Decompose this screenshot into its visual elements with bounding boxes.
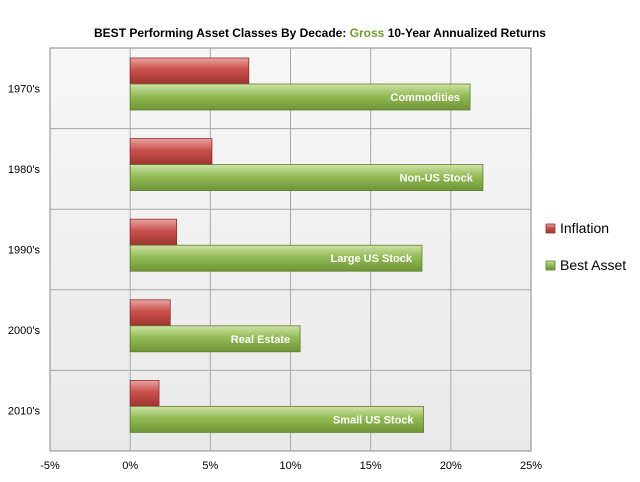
legend-swatch-inflation xyxy=(545,223,556,234)
legend-swatch-best-asset xyxy=(545,260,556,271)
bar-best-asset xyxy=(129,325,301,353)
category-label: 1980's xyxy=(8,164,41,176)
bar-label: Small US Stock xyxy=(333,414,415,426)
chart-title: BEST Performing Asset Classes By Decade:… xyxy=(94,26,546,40)
category-gridlines xyxy=(50,128,531,371)
category-label: 2010's xyxy=(8,406,41,418)
bar-inflation xyxy=(129,299,171,327)
bar-best-asset xyxy=(129,244,423,272)
bar-label: Non-US Stock xyxy=(400,173,474,185)
title-accent: Gross xyxy=(350,26,385,40)
x-tick-label: 15% xyxy=(360,460,382,472)
x-tick-label: 5% xyxy=(202,460,218,472)
bar-inflation xyxy=(129,138,213,166)
x-tick-labels: -5% 0% 5% 10% 15% 20% 25% xyxy=(40,460,542,472)
bar-inflation xyxy=(129,57,250,85)
legend-label-inflation: Inflation xyxy=(560,220,609,236)
legend-label-best-asset: Best Asset xyxy=(560,257,626,273)
bar-label: Commodities xyxy=(390,92,460,104)
x-tick-label: 10% xyxy=(279,460,301,472)
bar-label: Large US Stock xyxy=(331,253,413,265)
category-label: 1970's xyxy=(8,83,41,95)
legend: Inflation Best Asset xyxy=(545,220,626,273)
category-labels: 1970's 1980's 1990's 2000's 2010's xyxy=(8,83,41,417)
bar-inflation xyxy=(129,218,178,246)
x-tick-label: -5% xyxy=(40,460,60,472)
bars: Commodities Non-US Stock Large US Stock Rea… xyxy=(129,57,484,433)
category-label: 1990's xyxy=(8,245,41,257)
bar-inflation xyxy=(129,379,160,407)
title-suffix: 10-Year Annualized Returns xyxy=(384,26,546,40)
x-tick-label: 0% xyxy=(122,460,138,472)
category-label: 2000's xyxy=(8,325,41,337)
x-tick-label: 20% xyxy=(440,460,462,472)
bar-best-asset xyxy=(129,164,484,192)
bar-label: Real Estate xyxy=(231,334,290,346)
bar-best-asset xyxy=(129,405,424,433)
x-tick-label: 25% xyxy=(520,460,542,472)
bar-best-asset xyxy=(129,83,471,111)
title-prefix: BEST Performing Asset Classes By Decade: xyxy=(94,26,350,40)
